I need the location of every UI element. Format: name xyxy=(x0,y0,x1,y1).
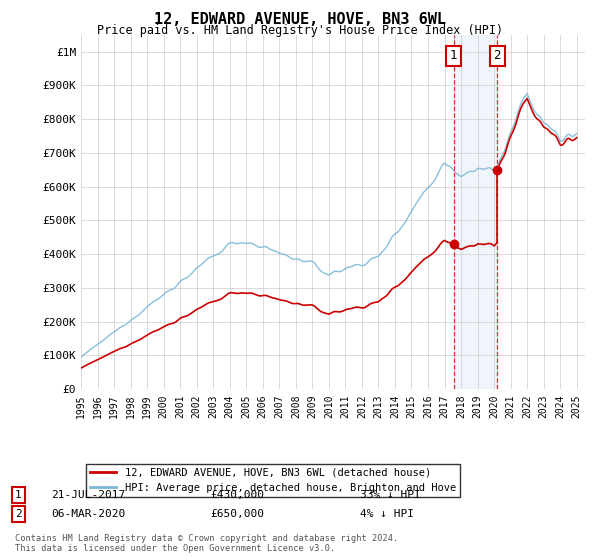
Text: 2: 2 xyxy=(15,509,22,519)
Text: 1: 1 xyxy=(15,490,22,500)
Bar xyxy=(454,35,497,389)
Text: 4% ↓ HPI: 4% ↓ HPI xyxy=(360,509,414,519)
Text: 12, EDWARD AVENUE, HOVE, BN3 6WL: 12, EDWARD AVENUE, HOVE, BN3 6WL xyxy=(154,12,446,27)
Text: £430,000: £430,000 xyxy=(210,490,264,500)
Text: 21-JUL-2017: 21-JUL-2017 xyxy=(51,490,125,500)
Text: 2: 2 xyxy=(493,49,501,63)
Text: £650,000: £650,000 xyxy=(210,509,264,519)
Text: 06-MAR-2020: 06-MAR-2020 xyxy=(51,509,125,519)
Text: 33% ↓ HPI: 33% ↓ HPI xyxy=(360,490,421,500)
Text: Contains HM Land Registry data © Crown copyright and database right 2024.
This d: Contains HM Land Registry data © Crown c… xyxy=(15,534,398,553)
Text: Price paid vs. HM Land Registry's House Price Index (HPI): Price paid vs. HM Land Registry's House … xyxy=(97,24,503,37)
Legend: 12, EDWARD AVENUE, HOVE, BN3 6WL (detached house), HPI: Average price, detached : 12, EDWARD AVENUE, HOVE, BN3 6WL (detach… xyxy=(86,464,460,497)
Text: 1: 1 xyxy=(450,49,457,63)
